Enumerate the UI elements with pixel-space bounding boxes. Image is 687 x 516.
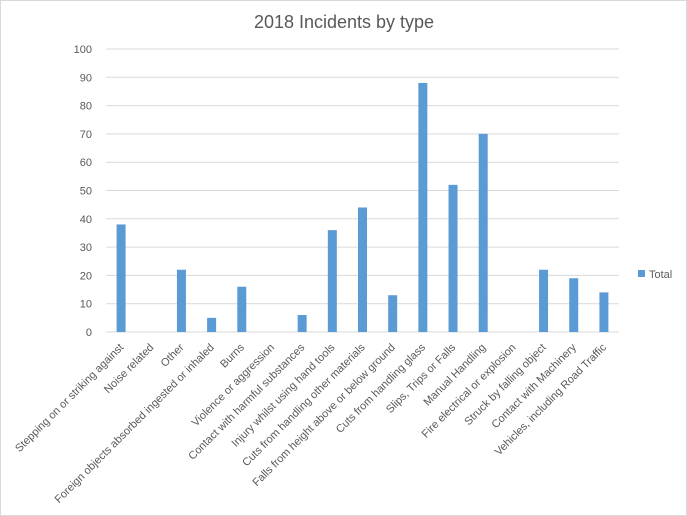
category-label: Falls from height above or below ground <box>251 342 398 489</box>
category-label: Other <box>159 341 187 369</box>
y-tick-label: 10 <box>80 299 92 311</box>
bar <box>207 317 217 332</box>
bar <box>237 286 247 332</box>
bar <box>297 315 307 332</box>
y-tick-label: 60 <box>80 157 92 169</box>
bar <box>358 207 367 332</box>
bar <box>569 278 579 332</box>
bar <box>116 224 126 332</box>
bar <box>478 133 488 332</box>
y-tick-label: 20 <box>80 270 92 282</box>
legend: Total <box>638 269 672 281</box>
category-label: Vehicles, including Road Traffic <box>493 341 610 458</box>
y-tick-label: 80 <box>80 101 92 113</box>
bar <box>539 269 549 332</box>
y-tick-label: 90 <box>80 72 92 84</box>
y-tick-label: 100 <box>74 44 92 56</box>
bar <box>418 82 428 333</box>
y-tick-label: 50 <box>80 186 92 198</box>
chart-title: 2018 Incidents by type <box>254 12 434 32</box>
y-tick-label: 30 <box>80 242 92 254</box>
bar <box>448 184 458 332</box>
y-tick-label: 40 <box>80 214 92 226</box>
y-tick-label: 0 <box>86 327 92 339</box>
bar <box>176 269 186 332</box>
bar <box>388 295 398 332</box>
category-label: Stepping on or striking against <box>13 342 126 455</box>
y-axis-ticks: 0 10 20 30 40 50 60 70 80 90 100 <box>74 44 92 339</box>
legend-label-total: Total <box>649 269 672 281</box>
bars <box>116 82 609 333</box>
bar <box>327 230 337 332</box>
legend-swatch <box>638 270 645 277</box>
bar <box>599 292 609 332</box>
y-tick-label: 70 <box>80 129 92 141</box>
